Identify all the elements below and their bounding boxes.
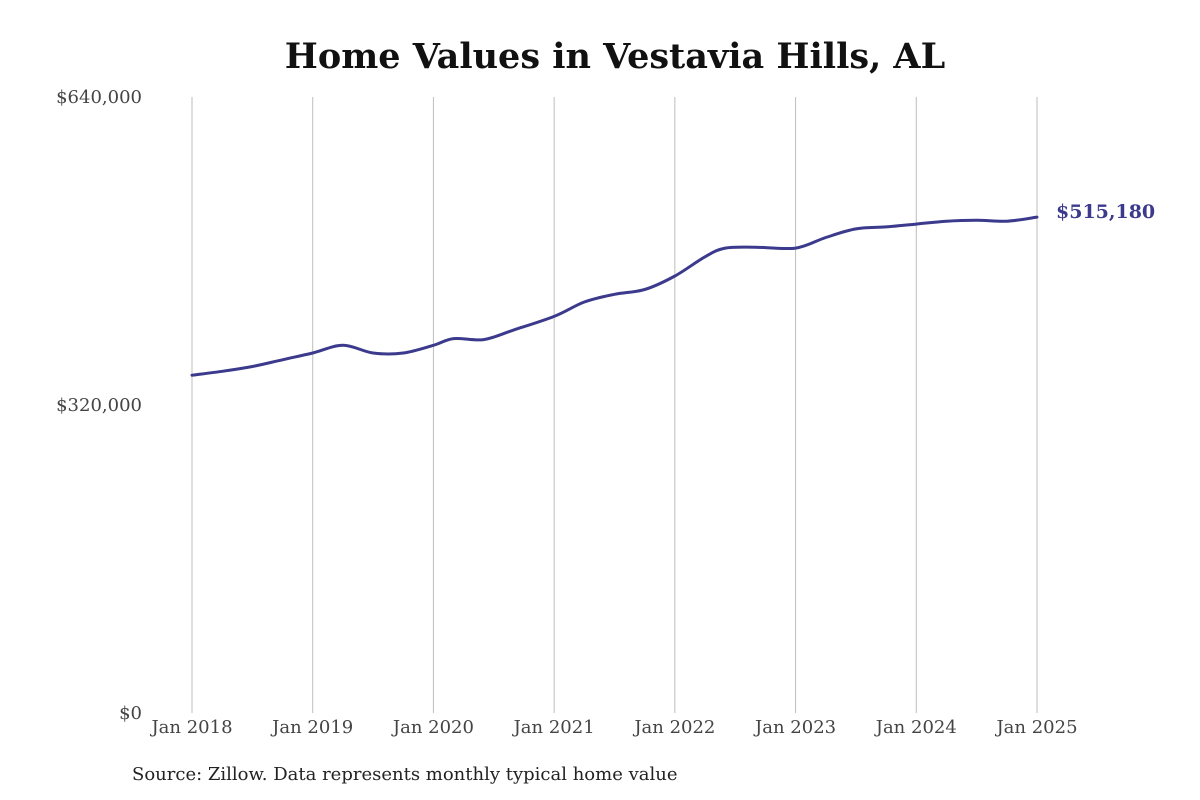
- x-tick-label: Jan 2018: [149, 717, 232, 738]
- x-tick-label: Jan 2025: [994, 717, 1077, 738]
- x-tick-label: Jan 2023: [753, 717, 836, 738]
- end-labels: $515,180: [1056, 201, 1155, 223]
- chart-title: Home Values in Vestavia Hills, AL: [284, 36, 946, 77]
- x-axis-ticks: Jan 2018 Jan 2019 Jan 2020 Jan 2021 Jan 2022…: [149, 717, 1077, 738]
- series-line: [190, 215, 1039, 377]
- y-axis-ticks: $0 $320,000 $640,000: [56, 87, 142, 724]
- x-tick-label: Jan 2019: [270, 717, 353, 738]
- y-tick-label: $640,000: [56, 87, 142, 108]
- series-lines: [190, 215, 1039, 377]
- y-tick-label: $320,000: [56, 395, 142, 416]
- end-value-label: $515,180: [1056, 201, 1155, 223]
- gridlines: [191, 97, 1038, 713]
- x-tick-label: Jan 2021: [512, 717, 595, 738]
- x-tick-label: Jan 2022: [632, 717, 715, 738]
- source-note: Source: Zillow. Data represents monthly …: [132, 764, 678, 785]
- x-tick-label: Jan 2020: [391, 717, 474, 738]
- x-tick-label: Jan 2024: [874, 717, 957, 738]
- y-tick-label: $0: [119, 703, 142, 724]
